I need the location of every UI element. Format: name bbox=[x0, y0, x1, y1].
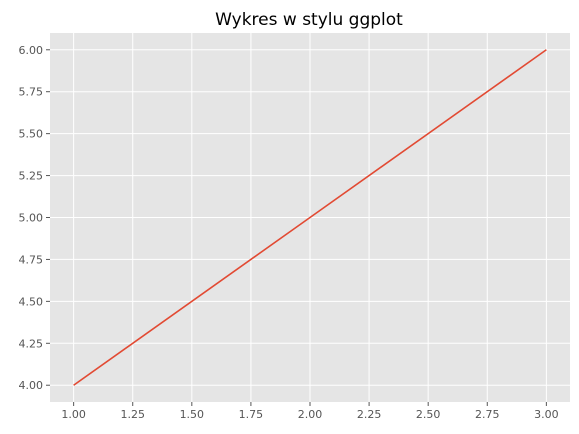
y-tick-label: 5.75 bbox=[19, 86, 44, 99]
series-line bbox=[73, 49, 547, 386]
y-tick-label: 5.25 bbox=[19, 170, 44, 183]
x-tick-label: 2.25 bbox=[357, 408, 382, 421]
y-tick-label: 5.00 bbox=[19, 212, 44, 225]
x-tick-label: 2.75 bbox=[475, 408, 500, 421]
x-tick-label: 2.50 bbox=[416, 408, 441, 421]
y-tick-label: 5.50 bbox=[19, 128, 44, 141]
x-tick-label: 1.50 bbox=[180, 408, 205, 421]
y-tick-label: 4.75 bbox=[19, 253, 44, 266]
y-axis: 4.00 4.25 4.50 4.75 5.00 5.25 5.50 5.75 6.00 bbox=[19, 44, 50, 392]
y-tick-label: 6.00 bbox=[19, 44, 44, 57]
series-layer bbox=[73, 49, 547, 386]
x-tick-label: 2.00 bbox=[298, 408, 323, 421]
x-tick-label: 3.00 bbox=[534, 408, 559, 421]
y-tick-label: 4.25 bbox=[19, 337, 44, 350]
chart-title: Wykres w stylu ggplot bbox=[215, 10, 403, 30]
y-tick-label: 4.50 bbox=[19, 295, 44, 308]
x-tick-label: 1.00 bbox=[61, 408, 86, 421]
y-tick-label: 4.00 bbox=[19, 379, 44, 392]
x-axis: 1.00 1.25 1.50 1.75 2.00 2.25 2.50 2.75 3.00 bbox=[61, 402, 559, 421]
x-tick-label: 1.25 bbox=[120, 408, 145, 421]
x-tick-label: 1.75 bbox=[239, 408, 264, 421]
